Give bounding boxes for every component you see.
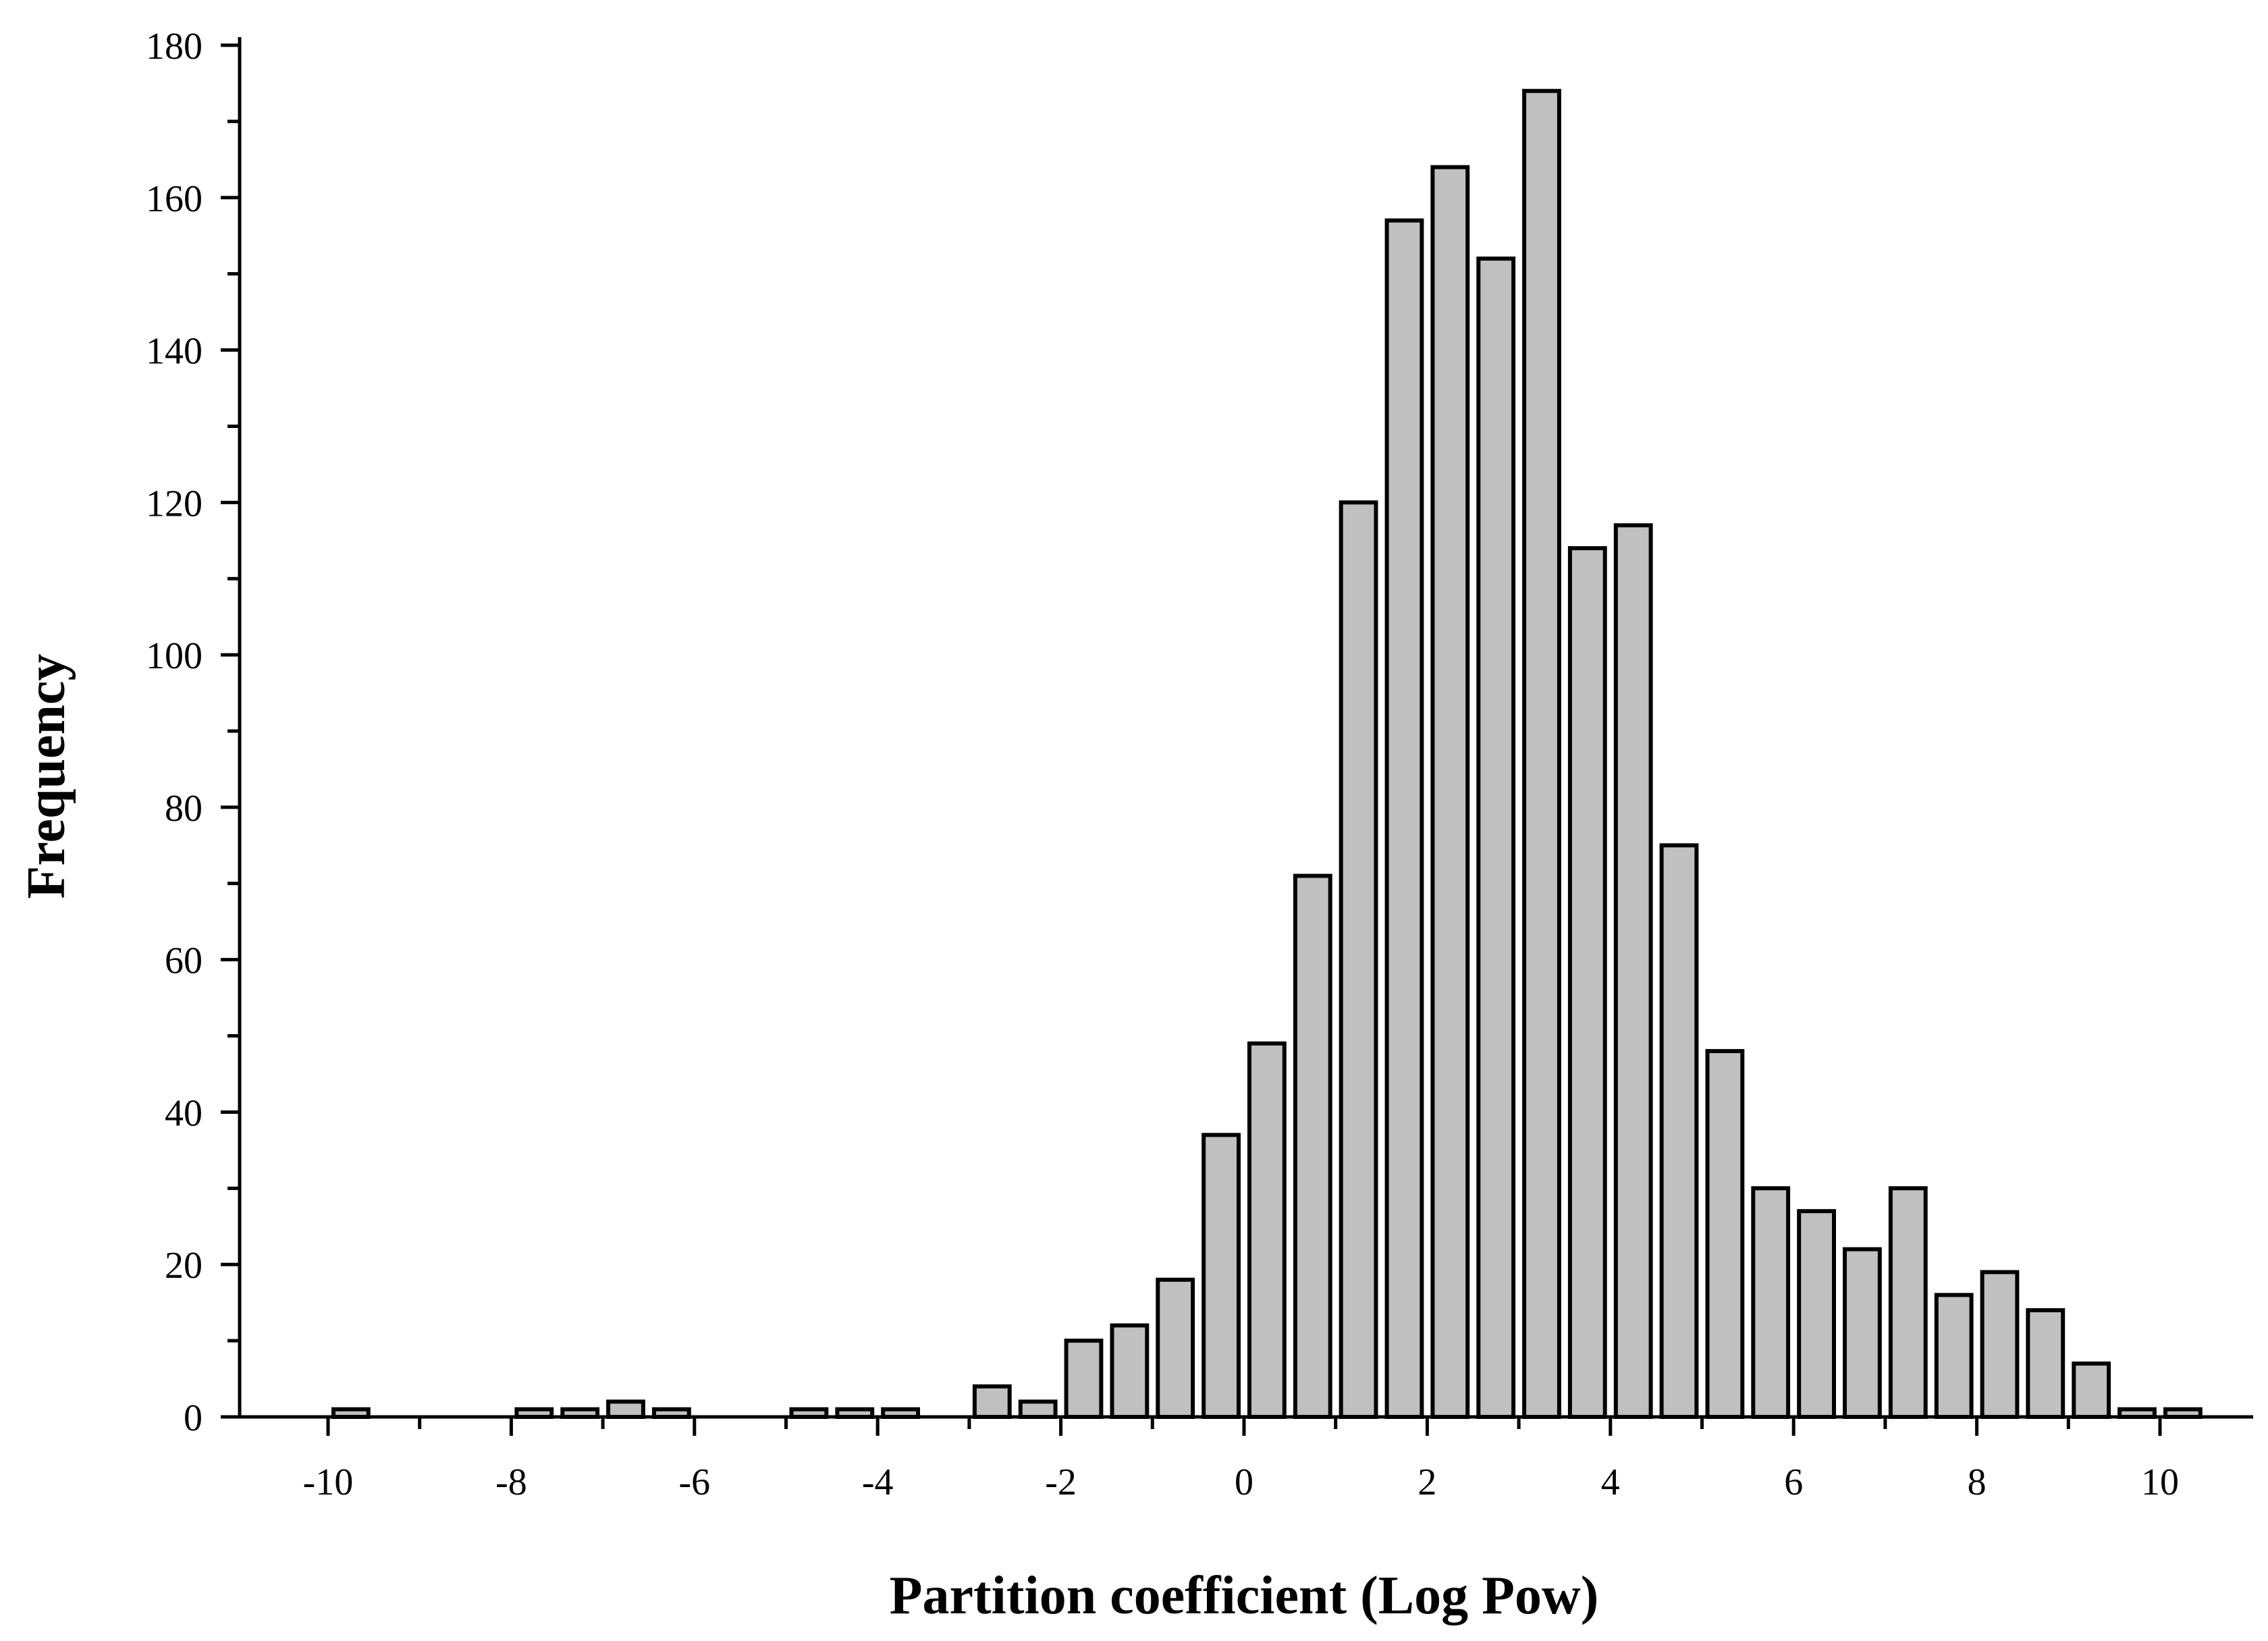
y-tick-label: 120 bbox=[146, 483, 202, 524]
histogram-bar bbox=[1567, 546, 1607, 1419]
x-tick-label: -8 bbox=[495, 1461, 527, 1503]
histogram-bar bbox=[1293, 873, 1332, 1419]
x-tick-label: -4 bbox=[862, 1461, 894, 1503]
histogram-bar bbox=[1156, 1277, 1195, 1420]
x-tick-label: 4 bbox=[1601, 1461, 1620, 1503]
histogram-bar bbox=[1934, 1293, 1974, 1420]
y-tick-label: 140 bbox=[146, 331, 202, 373]
histogram-bar bbox=[1659, 843, 1699, 1420]
x-tick-label: 8 bbox=[1968, 1461, 1987, 1503]
x-tick-label: 6 bbox=[1784, 1461, 1803, 1503]
histogram-bar bbox=[1202, 1133, 1241, 1420]
axes-group bbox=[238, 37, 2253, 1419]
histogram-bar bbox=[1888, 1186, 1928, 1420]
x-tick-label: -6 bbox=[678, 1461, 710, 1503]
y-tick-label: 180 bbox=[146, 26, 202, 68]
histogram-bar bbox=[1980, 1270, 2020, 1419]
histogram-bar bbox=[1430, 165, 1470, 1420]
histogram-bar bbox=[606, 1399, 645, 1419]
histogram-bar bbox=[2072, 1362, 2111, 1419]
y-axis-title: Frequency bbox=[17, 654, 76, 899]
histogram-bar bbox=[1705, 1049, 1745, 1419]
x-tick-label: 10 bbox=[2141, 1461, 2179, 1503]
x-tick-label: -10 bbox=[303, 1461, 354, 1503]
x-axis-title: Partition coefficient (Log Pow) bbox=[890, 1566, 1599, 1625]
histogram-bar bbox=[1613, 523, 1653, 1420]
y-tick-label: 60 bbox=[165, 940, 202, 982]
histogram-bar bbox=[972, 1384, 1012, 1420]
histogram-bar bbox=[1247, 1041, 1287, 1420]
x-tick-label: 2 bbox=[1418, 1461, 1436, 1503]
histogram-bar bbox=[2026, 1308, 2066, 1419]
histogram-bar bbox=[1064, 1339, 1104, 1419]
histogram-bar bbox=[1843, 1247, 1882, 1419]
ticks-group: -10 -8 -6 -4 -2 0 2 4 6 8 100204060801001201401601… bbox=[146, 26, 2179, 1503]
histogram-bar bbox=[1339, 500, 1378, 1419]
y-tick-label: 0 bbox=[184, 1397, 202, 1439]
histogram-bar bbox=[1751, 1186, 1791, 1420]
bars-group bbox=[331, 88, 2203, 1420]
histogram-bar bbox=[1018, 1399, 1058, 1419]
y-tick-label: 80 bbox=[165, 788, 202, 830]
y-tick-label: 100 bbox=[146, 635, 202, 677]
histogram-bar bbox=[1476, 257, 1516, 1420]
histogram-bar bbox=[1110, 1323, 1150, 1419]
histogram-bar bbox=[1797, 1209, 1836, 1419]
y-tick-label: 20 bbox=[165, 1245, 202, 1287]
y-tick-label: 40 bbox=[165, 1092, 202, 1134]
histogram-bar bbox=[1522, 88, 1561, 1420]
histogram-bar bbox=[1384, 218, 1424, 1420]
y-tick-label: 160 bbox=[146, 178, 202, 220]
x-tick-label: -2 bbox=[1045, 1461, 1077, 1503]
x-tick-label: 0 bbox=[1235, 1461, 1253, 1503]
